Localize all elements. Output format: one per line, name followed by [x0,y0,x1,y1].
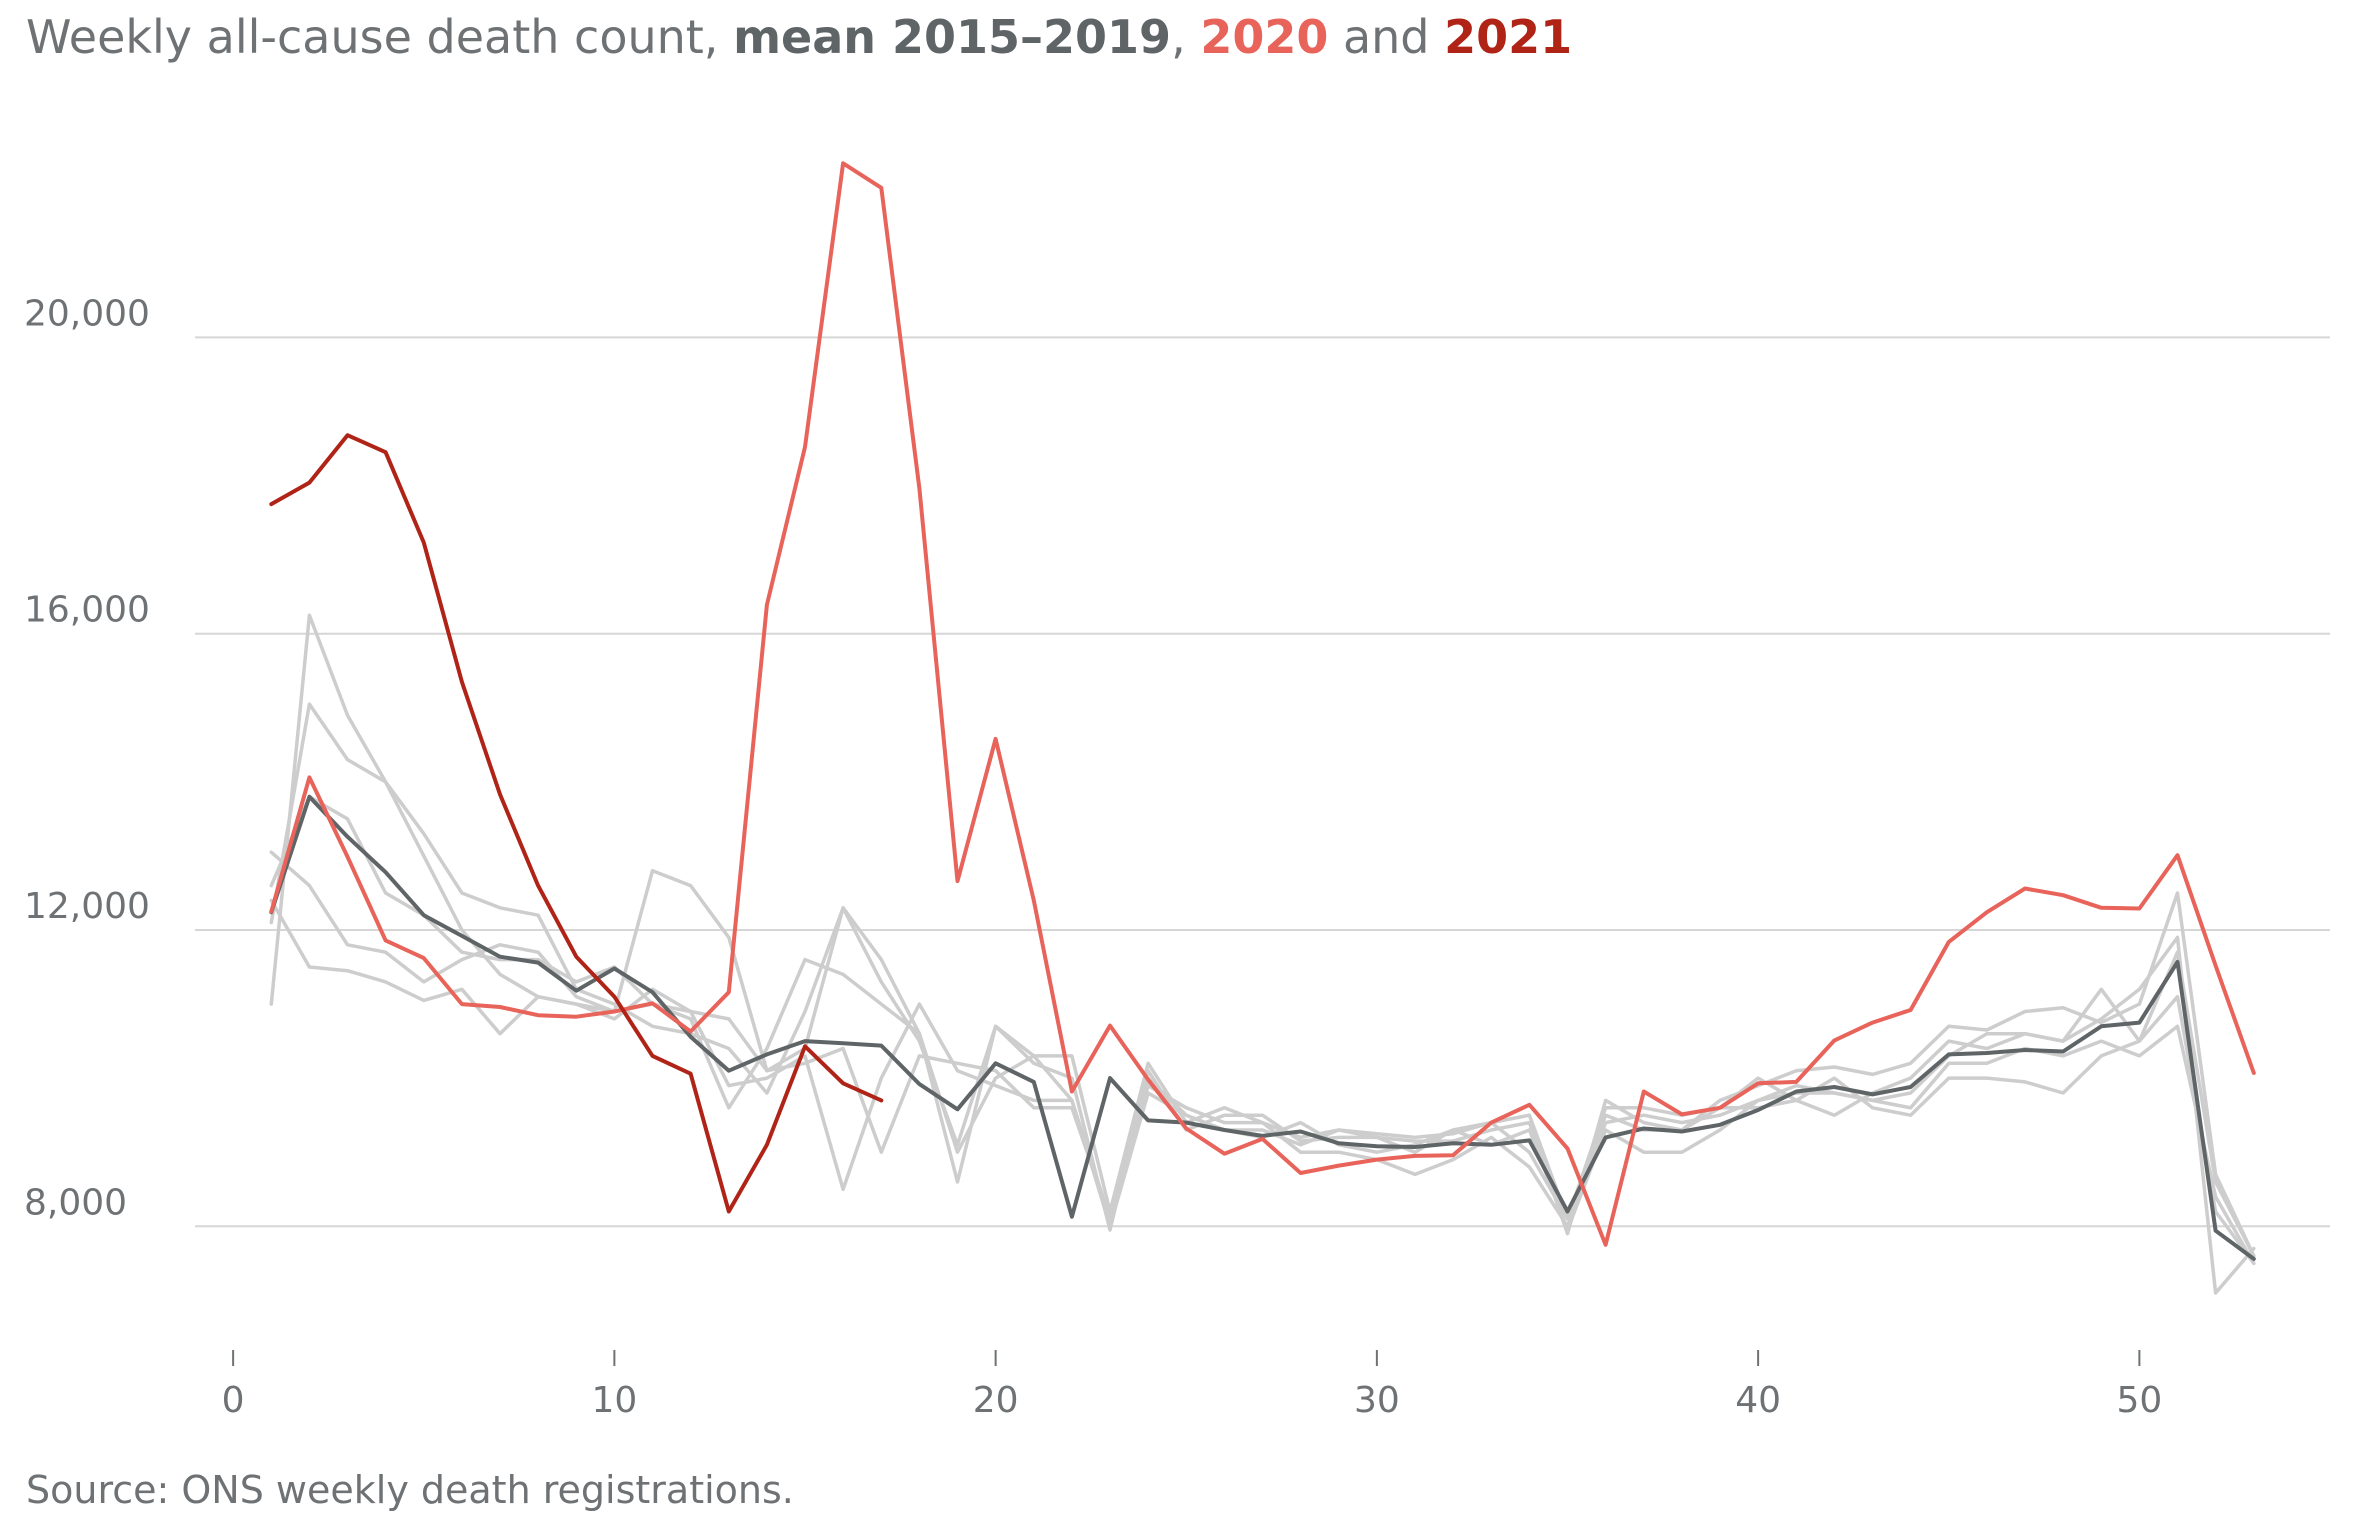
title-separator-1: , [1171,10,1201,64]
source-note: Source: ONS weekly death registrations. [26,1468,794,1512]
title-separator-2: and [1328,10,1445,64]
x-tick-label: 20 [973,1380,1019,1421]
history-year-line [269,794,2256,1266]
history-year-line [269,702,2256,1258]
x-axis: 0 10 20 30 40 50 [222,1350,2162,1421]
history-year-line [269,850,2256,1295]
x-tick-label: 0 [222,1380,245,1421]
x-tick-label: 30 [1354,1380,1400,1421]
history-year-line [269,613,2256,1258]
x-tick-label: 50 [2116,1380,2162,1421]
y-tick-label: 8,000 [24,1182,127,1223]
y-axis: 8,000 12,000 16,000 20,000 [24,293,150,1223]
y-tick-label: 20,000 [24,293,150,334]
y-tick-label: 16,000 [24,590,150,631]
series-2020-line [269,161,2256,1247]
chart-title: Weekly all-cause death count, mean 2015–… [26,10,1572,64]
title-2020-label: 2020 [1200,10,1329,64]
title-2021-label: 2021 [1444,10,1573,64]
series-lines [269,161,2256,1261]
title-prefix: Weekly all-cause death count, [26,10,734,64]
title-mean-label: mean 2015–2019 [733,10,1172,64]
mean-2015-2019-line [269,794,2256,1261]
x-tick-label: 10 [591,1380,637,1421]
series-2021-line [269,433,884,1214]
y-tick-label: 12,000 [24,886,150,927]
x-tick-label: 40 [1735,1380,1781,1421]
grid-lines [195,336,2330,1228]
history-lines [269,613,2256,1295]
history-year-line [269,898,2256,1266]
